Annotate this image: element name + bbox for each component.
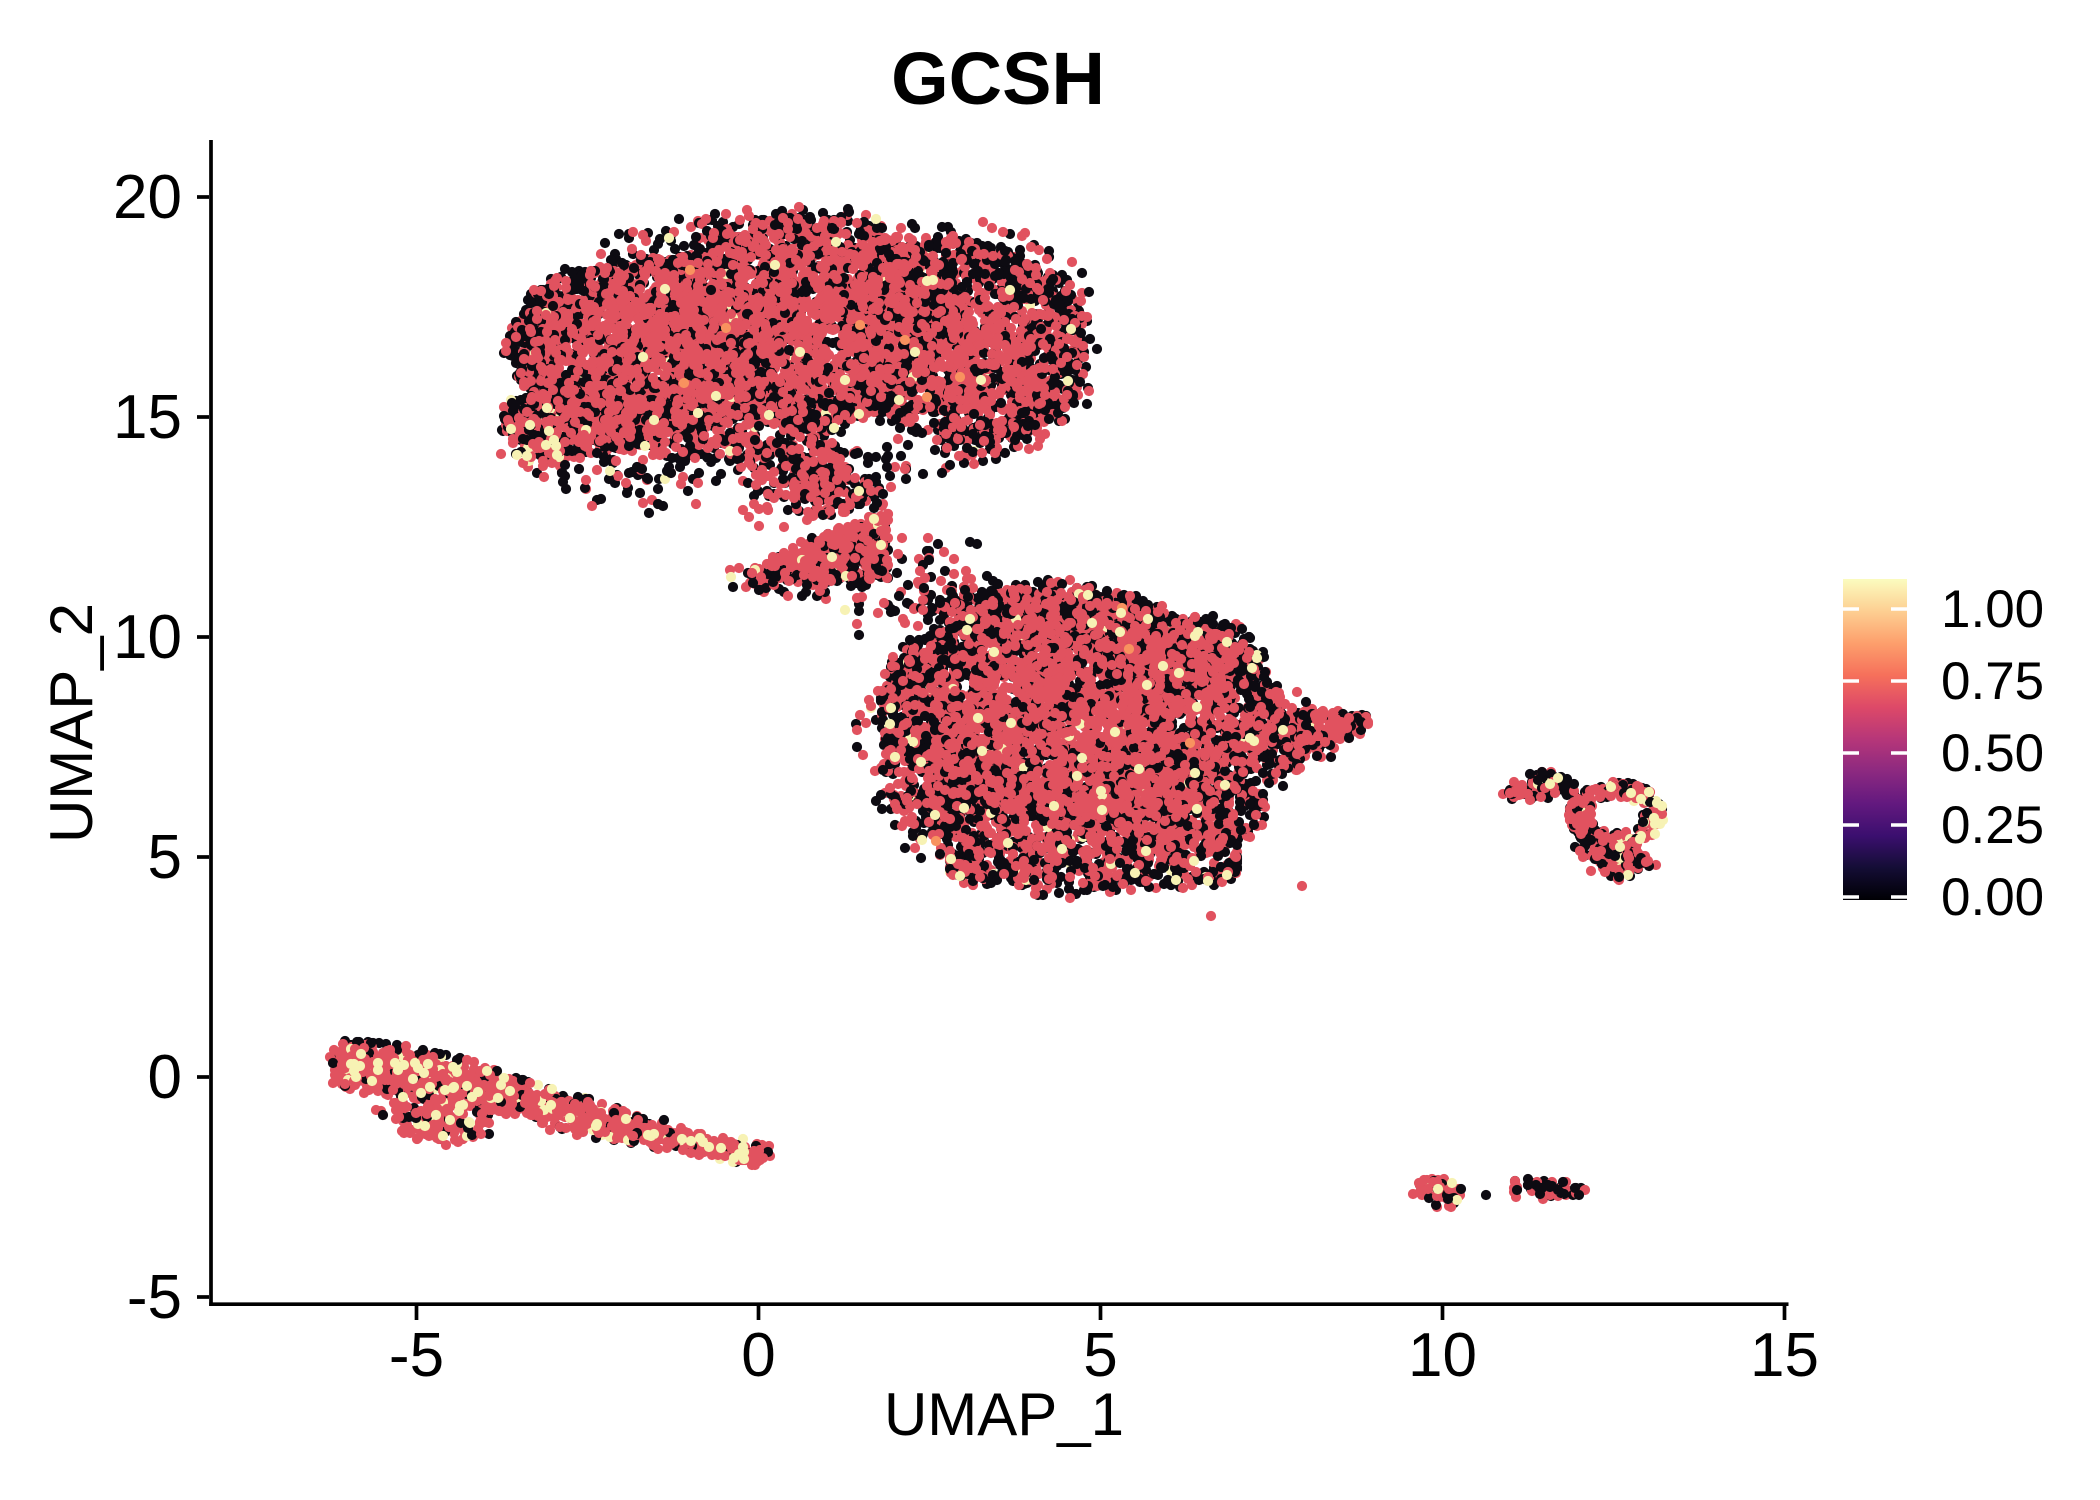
svg-text:-5: -5 <box>389 1321 444 1390</box>
svg-text:GCSH: GCSH <box>891 37 1105 120</box>
svg-text:20: 20 <box>113 163 182 232</box>
svg-text:15: 15 <box>1750 1321 1819 1390</box>
svg-text:0.75: 0.75 <box>1941 652 2044 711</box>
svg-text:0: 0 <box>148 1043 182 1112</box>
svg-text:10: 10 <box>1408 1321 1477 1390</box>
svg-text:1.00: 1.00 <box>1941 580 2044 639</box>
svg-text:15: 15 <box>113 383 182 452</box>
svg-text:5: 5 <box>1083 1321 1117 1390</box>
svg-text:10: 10 <box>113 603 182 672</box>
svg-text:0.25: 0.25 <box>1941 796 2044 855</box>
svg-text:UMAP_2: UMAP_2 <box>38 603 105 843</box>
svg-text:0.50: 0.50 <box>1941 724 2044 783</box>
svg-text:-5: -5 <box>127 1263 182 1332</box>
svg-text:5: 5 <box>148 823 182 892</box>
svg-text:UMAP_1: UMAP_1 <box>884 1381 1124 1448</box>
svg-text:0: 0 <box>741 1321 775 1390</box>
svg-text:0.00: 0.00 <box>1941 868 2044 927</box>
